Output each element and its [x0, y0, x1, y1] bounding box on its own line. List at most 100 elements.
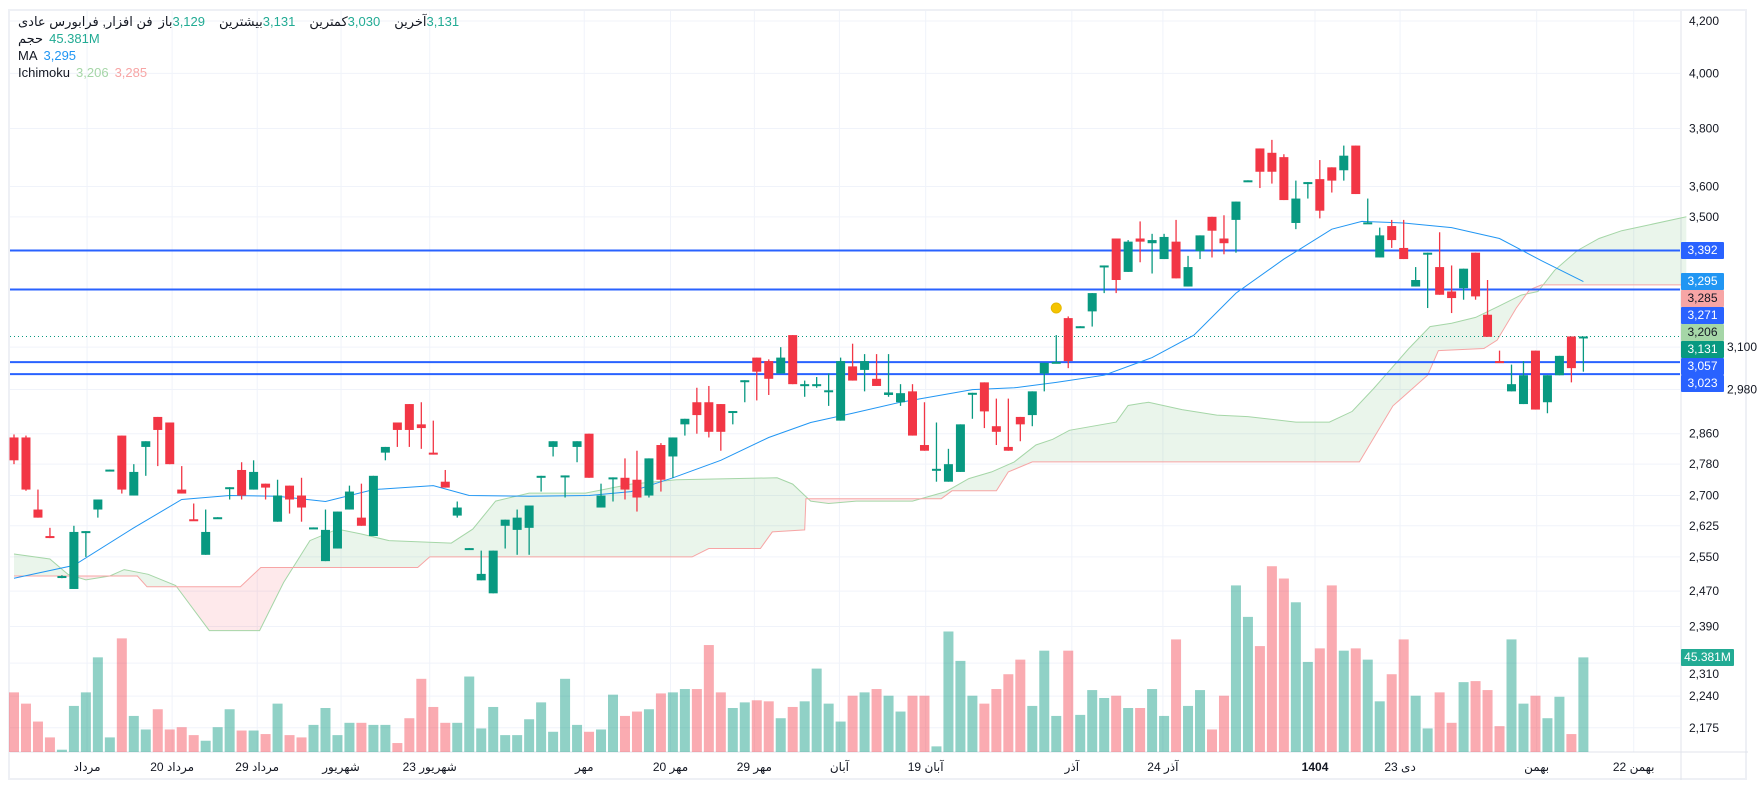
candle-body	[1363, 222, 1373, 225]
candle-body	[1279, 157, 1289, 201]
x-tick-label: 1404	[1302, 760, 1329, 774]
candle-body	[416, 424, 426, 429]
candle-body	[81, 531, 91, 534]
candle-body	[608, 477, 618, 480]
candle-body	[213, 517, 223, 520]
event-marker-icon[interactable]	[1050, 302, 1062, 314]
volume-bar	[152, 709, 163, 752]
candle	[344, 485, 354, 510]
candle	[1327, 167, 1337, 193]
candle-body	[1495, 361, 1505, 364]
volume-bar	[1566, 734, 1577, 752]
symbol-title[interactable]: فن افزار, فرابورس عادی	[18, 14, 153, 29]
candle-body	[979, 382, 989, 412]
candle	[81, 531, 91, 557]
candle	[800, 380, 810, 397]
candle-body	[464, 548, 474, 551]
volume-bar	[1147, 689, 1158, 752]
candle	[1554, 355, 1564, 376]
volume-bar	[416, 678, 427, 752]
candle-body	[548, 441, 558, 447]
candle	[848, 343, 858, 381]
candle	[1207, 216, 1217, 258]
candle	[728, 411, 738, 425]
volume-bar	[1446, 722, 1457, 752]
candle-body	[644, 458, 654, 496]
volume-bar	[1302, 661, 1313, 752]
candle-body	[524, 505, 534, 528]
legend-volume-row[interactable]: حجم 45.381M	[18, 30, 467, 47]
candle-body	[344, 491, 354, 510]
candle-body	[1171, 241, 1181, 279]
legend-ichimoku-row[interactable]: Ichimoku 3,206 3,285	[18, 64, 467, 81]
candle	[979, 382, 989, 429]
candle	[608, 477, 618, 502]
volume-bar	[512, 735, 523, 752]
candle-body	[201, 531, 211, 555]
volume-bar	[56, 749, 67, 752]
volume-bar	[991, 689, 1002, 752]
y-tick-label: 4,200	[1689, 14, 1719, 28]
volume-bar	[703, 645, 714, 752]
volume-bar	[1003, 674, 1014, 752]
candle-body	[1471, 252, 1481, 297]
candle-body	[1087, 293, 1097, 312]
candle-body	[1051, 361, 1061, 364]
candle	[644, 458, 654, 498]
price-axis[interactable]: 4,200 4,000 3,800 3,600 3,500 3,100 2,980 2,860…	[1689, 14, 1757, 735]
candle-body	[620, 477, 630, 490]
candle-body	[1027, 391, 1037, 416]
candle	[141, 441, 151, 476]
candle	[1183, 255, 1193, 287]
volume-bar	[9, 692, 19, 752]
candle-body	[69, 531, 79, 589]
candle-body	[356, 517, 366, 526]
volume-bar	[1195, 690, 1206, 752]
time-axis[interactable]: مرداد 20 مرداد 29 مرداد شهریور 23 شهریور مهر 2…	[74, 759, 1655, 775]
price-label: 3,206	[1681, 324, 1724, 342]
candle-body	[512, 517, 522, 530]
y-tick-label: 2,240	[1689, 689, 1719, 703]
volume-bar	[500, 735, 511, 752]
candle	[632, 450, 642, 512]
volume-bar	[775, 718, 786, 752]
x-tick-label: 22 بهمن	[1613, 760, 1655, 775]
event-markers[interactable]	[1050, 302, 1062, 314]
ma-label: MA	[18, 48, 38, 63]
legend-ma-row[interactable]: MA 3,295	[18, 47, 467, 64]
volume-bar	[80, 692, 91, 752]
candle-body	[692, 402, 702, 416]
candle-body	[728, 411, 738, 414]
x-tick-label: شهریور	[321, 760, 360, 775]
low-label: کمترین	[309, 14, 348, 29]
candle-body	[908, 391, 917, 436]
ichimoku-value-1: 3,206	[76, 65, 109, 80]
volume-bar	[907, 695, 918, 752]
volume-bar	[811, 668, 822, 752]
candle	[1483, 280, 1493, 337]
volume-bar	[751, 700, 762, 752]
volume-bar	[643, 709, 654, 752]
volume-bar	[308, 724, 319, 752]
price-label: 3,131	[1681, 341, 1724, 359]
candle	[428, 420, 438, 455]
candle-body	[1411, 280, 1421, 287]
candle-body	[1459, 268, 1469, 289]
candle	[440, 469, 450, 488]
candle-body	[1291, 198, 1301, 223]
candle	[476, 550, 486, 581]
candle	[752, 357, 762, 401]
volume-bar	[20, 703, 31, 752]
candle	[9, 434, 19, 465]
candle-body	[1315, 179, 1325, 211]
volume-bar	[188, 735, 199, 752]
candle-body	[1159, 236, 1169, 260]
volume-bar	[1530, 695, 1541, 752]
candle	[1495, 350, 1505, 364]
candle	[1578, 336, 1588, 372]
volume-bar	[1027, 705, 1038, 752]
volume-bar	[164, 729, 175, 752]
volume-bar	[1063, 650, 1074, 752]
candle	[668, 437, 678, 478]
